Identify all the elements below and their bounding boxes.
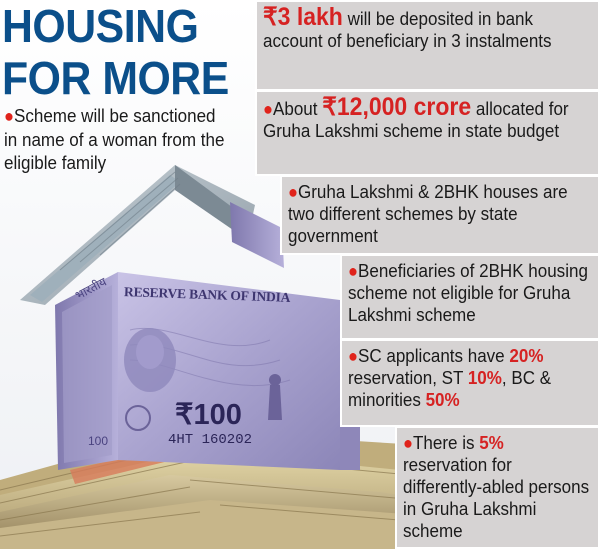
bullet-dot-icon: ● [4, 106, 15, 126]
headline-line1: HOUSING [2, 0, 199, 52]
bullet-dot-icon: ● [403, 433, 414, 453]
banknote-denomination: ₹100 [175, 399, 242, 431]
rbi-seal-icon [125, 405, 151, 431]
point-6-pre: There is [413, 432, 480, 453]
point-2-text: allocated for Gruha Lakshmi scheme in st… [263, 98, 569, 141]
point-2-highlight: ₹12,000 crore [322, 93, 472, 121]
bullet-dot-icon: ● [288, 182, 299, 202]
point-5-p1: SC applicants have [358, 345, 510, 366]
headline: HOUSING FOR MORE [2, 0, 235, 104]
point-4-text: Beneficiaries of 2BHK housing scheme not… [348, 260, 588, 325]
point-box-1: ₹3 lakh will be deposited in bank accoun… [255, 0, 600, 91]
point-3-text: Gruha Lakshmi & 2BHK houses are two diff… [288, 181, 568, 246]
note-roof [20, 165, 284, 305]
point-2-pre: About [273, 98, 323, 119]
headline-line2: FOR MORE [2, 52, 229, 104]
point-6-text: reservation for differently-abled person… [403, 454, 590, 541]
point-box-4: ●Beneficiaries of 2BHK housing scheme no… [340, 254, 600, 340]
banknote-serial: 4HT 160202 [168, 432, 253, 448]
point-box-3: ●Gruha Lakshmi & 2BHK houses are two dif… [280, 175, 600, 255]
bullet-dot-icon: ● [348, 346, 359, 366]
bullet-dot-icon: ● [263, 99, 274, 119]
note-house-body: भारतीय 100 [55, 272, 340, 470]
point-box-5: ●SC applicants have 20% reservation, ST … [340, 339, 600, 427]
point-6-highlight: 5% [479, 432, 504, 453]
point-1-text: will be deposited in bank account of ben… [263, 8, 552, 51]
point-5-p3: , BC & minorities [348, 367, 552, 410]
point-box-2: ●About ₹12,000 crore allocated for Gruha… [255, 90, 600, 176]
point-box-6: ●There is 5% reservation for differently… [395, 426, 600, 549]
left-note-text: Scheme will be sanctioned in name of a w… [4, 105, 225, 173]
bullet-dot-icon: ● [348, 261, 359, 281]
ashoka-emblem-icon [268, 385, 282, 420]
point-1-highlight: ₹3 lakh [263, 3, 343, 31]
point-5-v3: 50% [425, 389, 460, 410]
point-5-v1: 20% [509, 345, 544, 366]
point-5-p2: reservation, ST [348, 367, 468, 388]
point-5-v2: 10% [467, 367, 502, 388]
svg-text:100: 100 [88, 434, 108, 448]
left-note: ●Scheme will be sanctioned in name of a … [4, 104, 225, 174]
